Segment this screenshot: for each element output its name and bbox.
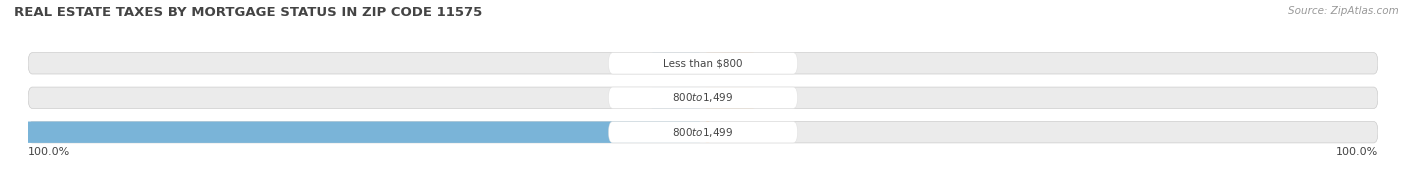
FancyBboxPatch shape [703,53,756,74]
Text: 100.0%: 100.0% [1336,147,1378,157]
FancyBboxPatch shape [703,87,756,108]
Text: 100.0%: 100.0% [28,147,70,157]
FancyBboxPatch shape [28,122,1378,143]
FancyBboxPatch shape [650,53,703,74]
FancyBboxPatch shape [28,53,1378,74]
FancyBboxPatch shape [0,122,703,143]
Text: Less than $800: Less than $800 [664,58,742,68]
Text: 0.0%: 0.0% [768,58,794,68]
Text: 0.0%: 0.0% [612,58,638,68]
Text: $800 to $1,499: $800 to $1,499 [672,126,734,139]
FancyBboxPatch shape [703,122,713,143]
Text: $800 to $1,499: $800 to $1,499 [672,91,734,104]
FancyBboxPatch shape [650,87,703,108]
FancyBboxPatch shape [609,87,797,108]
Text: Source: ZipAtlas.com: Source: ZipAtlas.com [1288,6,1399,16]
FancyBboxPatch shape [609,53,797,74]
Text: 0.0%: 0.0% [612,93,638,103]
Text: REAL ESTATE TAXES BY MORTGAGE STATUS IN ZIP CODE 11575: REAL ESTATE TAXES BY MORTGAGE STATUS IN … [14,6,482,19]
FancyBboxPatch shape [609,122,797,143]
Text: 0.69%: 0.69% [723,127,756,137]
Text: 0.0%: 0.0% [768,93,794,103]
FancyBboxPatch shape [28,87,1378,108]
